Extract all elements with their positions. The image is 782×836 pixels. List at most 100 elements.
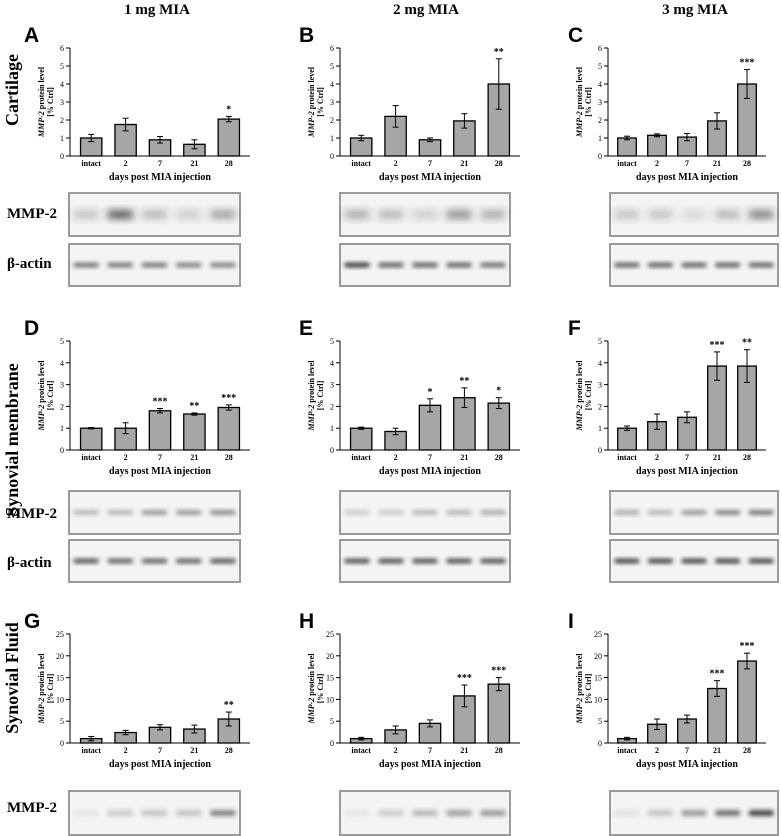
blot-bands — [73, 810, 236, 816]
blot-band — [175, 262, 202, 268]
blot-band — [748, 262, 774, 268]
bar — [737, 660, 757, 744]
y-tick-label: 5 — [330, 337, 334, 346]
y-axis-label-unit: protein level — [575, 66, 584, 111]
x-tick-label: 28 — [225, 746, 233, 755]
blot-band — [681, 810, 707, 816]
blot-band — [714, 262, 741, 268]
bar — [217, 118, 241, 157]
blot-bands — [614, 210, 774, 219]
y-tick-label: 20 — [326, 652, 334, 661]
blot-band — [748, 558, 774, 564]
y-tick-label: 25 — [594, 630, 602, 639]
blot-band — [73, 558, 100, 564]
panel-c: C 0 1 2 3 4 5 6 MMP-2 protein level [% Ctrl] intac… — [568, 24, 766, 183]
blot-band — [107, 510, 134, 515]
y-tick-label: 0 — [598, 152, 602, 161]
blot-bands — [344, 210, 506, 219]
blot-band — [446, 810, 472, 816]
x-tick-label: 2 — [655, 159, 659, 168]
blot-band — [344, 510, 370, 515]
y-tick-label: 2 — [60, 402, 64, 411]
panel-letter: F — [568, 317, 581, 340]
y-tick-label: 2 — [598, 116, 602, 125]
significance-marker: * — [428, 387, 433, 398]
blot-bands — [614, 558, 774, 564]
y-tick-label: 3 — [598, 381, 602, 390]
panel-a: A 0 1 2 3 4 5 6 MMP-2 protein level [% Ctrl] intac… — [24, 24, 250, 183]
x-tick-label: 7 — [428, 453, 432, 462]
y-tick-label: 0 — [60, 152, 64, 161]
x-tick-label: 21 — [713, 746, 721, 755]
blot-cartilage-mmp2-3 — [609, 192, 779, 237]
panel-h: H 0 5 10 15 20 25 MMP-2 protein level [% Ctrl] in… — [299, 610, 520, 770]
y-tick-label: 0 — [330, 446, 334, 455]
y-tick-label: 0 — [598, 446, 602, 455]
blot-synovial-membrane-mmp2-1 — [68, 490, 241, 535]
y-axis-label-gene: MMP-2 — [575, 698, 584, 725]
y-axis-label-gene: MMP-2 — [575, 111, 584, 138]
significance-marker: ** — [742, 338, 752, 349]
blot-band — [446, 262, 472, 268]
x-tick-label: 28 — [495, 159, 503, 168]
panel-i: I 0 5 10 15 20 25 MMP-2 protein level [% Ctrl] in… — [568, 610, 766, 770]
blot-band — [614, 210, 640, 219]
y-axis-label-unit: protein level — [37, 360, 46, 405]
x-tick-label: intact — [617, 746, 637, 755]
blot-band — [681, 510, 707, 515]
y-tick-label: 4 — [598, 80, 602, 89]
bar — [148, 410, 172, 451]
y-axis-label: MMP-2 protein level — [307, 653, 316, 725]
x-axis-label: days post MIA injection — [636, 759, 738, 770]
blot-band — [446, 510, 472, 515]
blot-band — [614, 510, 640, 515]
significance-marker: *** — [710, 340, 725, 351]
y-axis-label-line2: [% Ctrl] — [584, 87, 593, 117]
blot-band — [412, 810, 438, 816]
y-tick-label: 6 — [598, 44, 602, 53]
y-axis-label: MMP-2 protein level — [37, 360, 46, 432]
significance-marker: ** — [459, 376, 469, 387]
y-tick-label: 4 — [60, 359, 64, 368]
y-tick-label: 25 — [326, 630, 334, 639]
blot-band — [141, 262, 168, 268]
blot-band — [107, 262, 134, 268]
panel-g: G 0 5 10 15 20 25 MMP-2 protein level [% Ctrl] in… — [24, 610, 250, 770]
blot-band — [748, 510, 774, 515]
blot-label-mmp2-synovial-fluid: MMP-2 — [7, 800, 57, 816]
x-tick-label: 28 — [225, 159, 233, 168]
x-tick-label: 28 — [225, 453, 233, 462]
y-tick-label: 5 — [330, 62, 334, 71]
x-tick-label: intact — [81, 159, 101, 168]
blot-band — [141, 558, 168, 564]
y-tick-label: 5 — [598, 337, 602, 346]
y-tick-label: 10 — [56, 695, 64, 704]
y-axis-label-line2: [% Ctrl] — [316, 673, 325, 703]
bar — [79, 427, 103, 451]
y-tick-label: 1 — [60, 134, 64, 143]
y-axis-label: MMP-2 protein level — [37, 66, 46, 138]
blot-bands — [344, 510, 506, 515]
x-tick-label: 7 — [428, 159, 432, 168]
blot-band — [378, 810, 404, 816]
bar — [217, 406, 241, 451]
x-tick-label: 28 — [495, 746, 503, 755]
x-tick-label: 2 — [394, 746, 398, 755]
blot-band — [378, 262, 404, 268]
x-axis-label: days post MIA injection — [109, 466, 211, 477]
x-tick-label: 21 — [190, 159, 198, 168]
panel-letter: A — [24, 24, 39, 47]
row-label-synovial-fluid: Synovial Fluid — [2, 622, 22, 734]
blot-band — [647, 810, 674, 816]
significance-marker: ** — [224, 700, 234, 711]
y-axis-label-line2: [% Ctrl] — [46, 380, 55, 410]
panel-letter: C — [568, 24, 583, 47]
blot-bands — [73, 210, 236, 219]
significance-marker: * — [226, 104, 231, 115]
y-tick-label: 2 — [60, 116, 64, 125]
y-tick-label: 6 — [330, 44, 334, 53]
blot-cartilage-mmp2-2 — [339, 192, 511, 237]
blot-band — [480, 558, 506, 564]
y-tick-label: 5 — [598, 62, 602, 71]
y-tick-label: 3 — [598, 98, 602, 107]
